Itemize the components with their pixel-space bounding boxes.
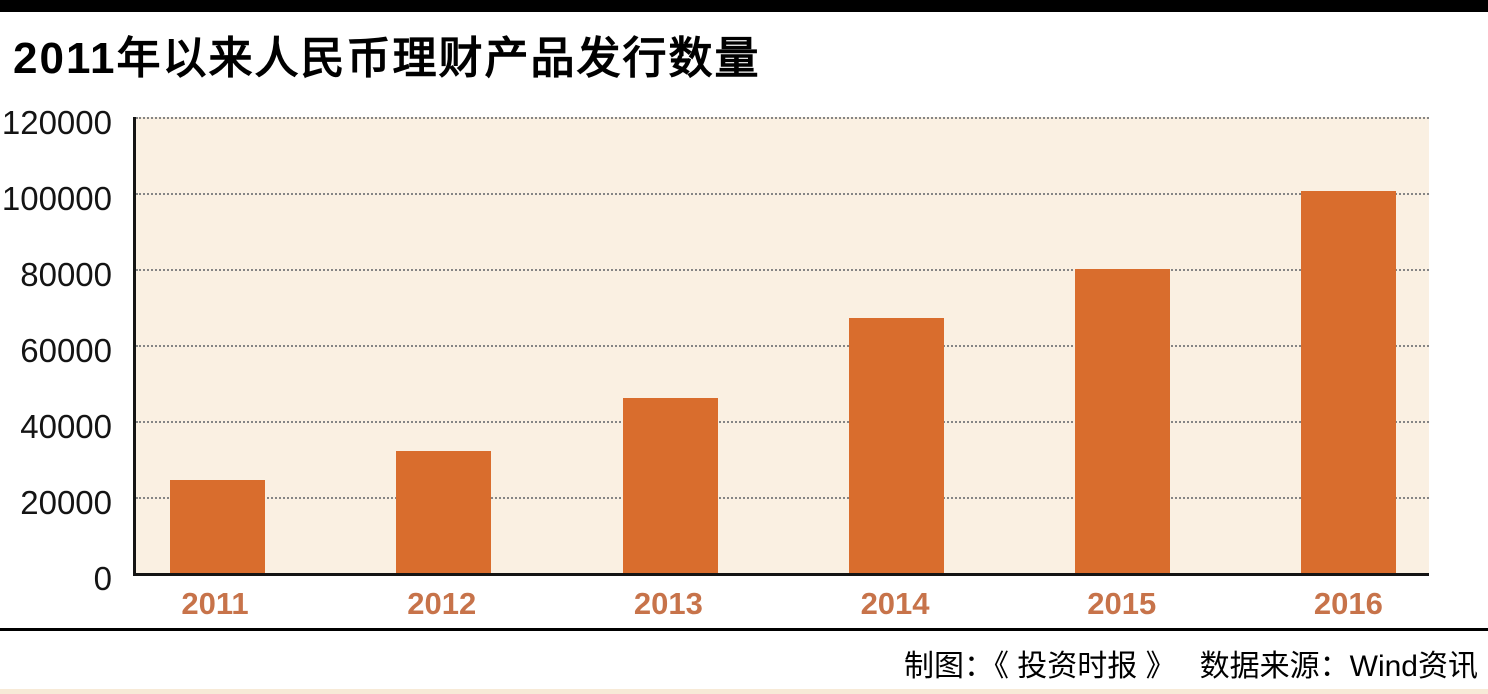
credit-maker: 制图：《 投资时报 》	[903, 650, 1176, 683]
y-tick-label-120000: 120000	[1, 104, 112, 141]
bar-2011	[170, 479, 266, 573]
gridline-60000	[136, 345, 1429, 347]
x-axis-tick-labels: 2011 2012 2013 2014 2015 2016	[133, 586, 1429, 628]
y-tick-label-60000: 60000	[20, 332, 112, 369]
gridline-80000	[136, 268, 1429, 271]
credits: 制图：《 投资时报 》 数据来源：Wind资讯	[904, 641, 1478, 685]
bottom-accent-strip	[0, 689, 1488, 694]
y-tick-label-40000: 40000	[20, 407, 112, 445]
bar-2013	[622, 398, 718, 573]
bar-2016	[1301, 191, 1397, 573]
credit-source: 数据来源：Wind资讯	[1199, 650, 1478, 683]
y-tick-label-80000: 80000	[20, 255, 112, 293]
y-axis-tick-labels: 0 20000 40000 60000 80000 100000 120000	[0, 104, 112, 597]
footer-divider	[0, 628, 1488, 631]
bar-2015	[1074, 269, 1170, 573]
y-tick-label-20000: 20000	[20, 484, 112, 521]
x-tick-label-2011: 2011	[181, 586, 249, 621]
gridline-20000	[136, 497, 1429, 499]
gridline-120000	[136, 117, 1429, 119]
gridline-40000	[136, 420, 1429, 423]
x-tick-label-2015: 2015	[1087, 586, 1157, 621]
y-tick-label-100000: 100000	[1, 179, 112, 217]
bar-2012	[396, 451, 492, 573]
gridline-100000	[136, 192, 1429, 195]
chart-title: 2011年以来人民币理财产品发行数量	[13, 34, 761, 83]
top-black-bar	[0, 0, 1488, 12]
x-tick-label-2014: 2014	[860, 586, 930, 621]
x-tick-label-2016: 2016	[1313, 586, 1383, 621]
x-tick-label-2013: 2013	[633, 586, 703, 621]
x-tick-label-2012: 2012	[407, 586, 477, 621]
y-tick-label-0: 0	[93, 560, 112, 597]
plot-area	[133, 117, 1429, 576]
bar-2014	[848, 318, 944, 573]
